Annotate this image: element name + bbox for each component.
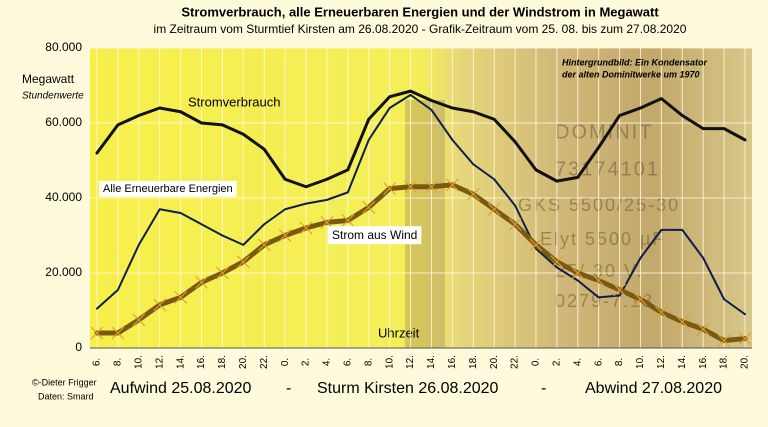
series-marker: [487, 202, 501, 216]
x-tick-label: 12.: [154, 355, 165, 369]
x-tick-label: 14.: [426, 355, 437, 369]
series-marker: [634, 292, 647, 306]
series-marker: [550, 255, 564, 269]
series-marker: [153, 298, 167, 312]
series-marker: [132, 313, 146, 327]
x-tick-label: 8.: [113, 358, 124, 366]
x-tick-label: 6.: [342, 358, 353, 366]
series-marker: [215, 266, 229, 280]
series-marker: [717, 334, 731, 347]
y-tick-label: 40.000: [45, 190, 82, 204]
x-tick-label: 2.: [301, 358, 312, 366]
x-tick-label: 10.: [635, 355, 646, 369]
x-tick-label: 18.: [719, 355, 730, 369]
series-line: [95, 89, 747, 189]
annotation: Hintergrundbild: Ein Kondensator: [562, 57, 707, 67]
x-tick-label: 6.: [593, 358, 604, 366]
series-marker: [278, 229, 292, 242]
series-line: [94, 182, 748, 343]
series-marker: [195, 275, 208, 289]
series-marker: [529, 238, 543, 252]
series-marker: [675, 315, 689, 329]
background-text: 73174101: [555, 158, 660, 180]
y-tick-label: 0: [75, 340, 82, 354]
x-tick-label: 20.: [238, 355, 249, 369]
series-marker: [508, 217, 522, 231]
series-line: [96, 93, 746, 316]
x-tick-label: 2.: [552, 358, 563, 366]
series-marker: [341, 214, 355, 227]
series-marker: [445, 178, 459, 192]
x-tick-label: 10.: [133, 355, 144, 369]
series-marker: [425, 180, 438, 194]
series-marker: [466, 187, 480, 201]
background-text: Elyt 5500 µF: [540, 229, 665, 249]
x-tick-label: 10.: [384, 355, 395, 369]
chart-title: Stromverbrauch, alle Erneuerbaren Energi…: [181, 4, 659, 19]
x-tick-label: 18.: [217, 355, 228, 369]
x-tick-label: 16.: [196, 355, 207, 369]
x-tick-label: 22.: [510, 355, 521, 369]
x-tick-label: 0.: [280, 358, 291, 366]
x-tick-label: 18.: [468, 355, 479, 369]
series-marker: [90, 326, 104, 340]
y-tick-label: 20.000: [45, 265, 82, 279]
annotation: ©-Dieter Frigger: [32, 377, 97, 387]
x-tick-label: 6.: [92, 358, 103, 366]
series-marker: [111, 326, 125, 340]
series-marker: [383, 182, 397, 196]
annotation: der alten Dominitwerke um 1970: [562, 69, 700, 79]
x-tick-label: 12.: [405, 355, 416, 369]
series-marker: [257, 238, 271, 252]
annotation: Daten: Smard: [38, 391, 94, 401]
x-tick-label: 14.: [677, 355, 688, 369]
series-marker: [696, 322, 710, 336]
x-axis-label: Uhrzeit: [378, 325, 420, 340]
series-marker: [738, 332, 752, 346]
x-tick-label: 16.: [698, 355, 709, 369]
series-marker: [236, 255, 250, 269]
x-tick-label: 4.: [572, 358, 583, 366]
y-axis-label: Megawatt: [22, 72, 75, 86]
series-label-box: [99, 180, 237, 197]
x-tick-label: 22.: [259, 355, 270, 369]
x-tick-label: 14.: [175, 355, 186, 369]
series-marker: [404, 180, 417, 194]
x-tick-label: 20.: [489, 355, 500, 369]
x-tick-label: 20.: [740, 355, 751, 369]
series-marker: [654, 305, 668, 319]
series-marker: [613, 283, 627, 297]
background-text: DOMINIT: [555, 121, 653, 143]
footer-text: -: [286, 380, 291, 397]
footer-text: Abwind 27.08.2020: [585, 380, 722, 397]
series-marker: [592, 274, 606, 287]
series-marker: [174, 290, 188, 304]
series-label-box: [328, 226, 422, 245]
x-tick-label: 0.: [531, 358, 542, 366]
footer-text: Aufwind 25.08.2020: [110, 380, 252, 397]
series-label: Alle Erneuerbare Energien: [103, 183, 233, 195]
footer-text: Sturm Kirsten 26.08.2020: [317, 380, 499, 397]
background-shadow: [405, 100, 445, 348]
chart-subtitle: im Zeitraum vom Sturmtief Kirsten am 26.…: [154, 22, 687, 36]
x-tick-label: 12.: [656, 355, 667, 369]
series-label: Strom aus Wind: [332, 228, 417, 242]
y-tick-label: 80.000: [45, 40, 82, 54]
y-tick-label: 60.000: [45, 115, 82, 129]
x-tick-label: 16.: [447, 355, 458, 369]
x-tick-label: 8.: [363, 358, 374, 366]
x-tick-label: 8.: [614, 358, 625, 366]
series-marker: [299, 221, 313, 235]
y-axis-sublabel: Stundenwerte: [22, 91, 84, 102]
series-marker: [362, 200, 376, 214]
x-tick-label: 4.: [322, 358, 333, 366]
background-text: GKS 5500/25-30: [518, 195, 680, 215]
series-marker: [571, 266, 585, 280]
series-label: Stromverbrauch: [188, 94, 280, 109]
footer-text: -: [541, 380, 546, 397]
